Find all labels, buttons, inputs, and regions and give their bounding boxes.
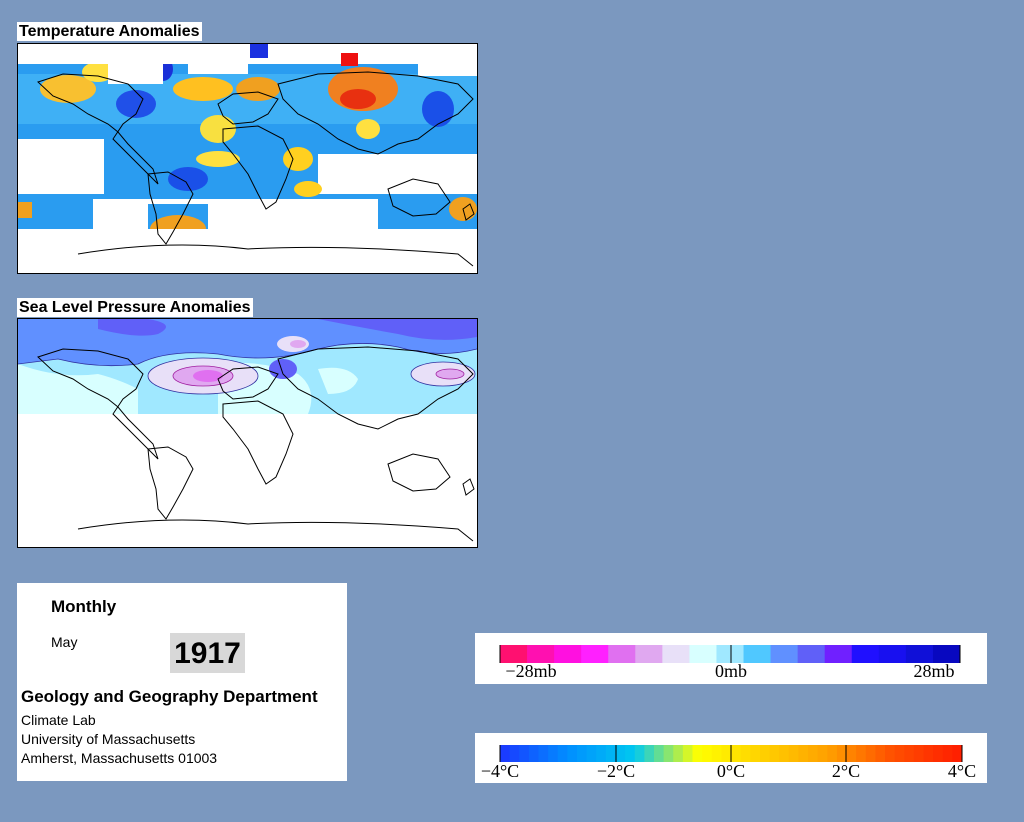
pressure-swatch-4 — [608, 645, 636, 663]
temperature-swatch-19 — [682, 745, 694, 762]
pressure-map-title: Sea Level Pressure Anomalies — [17, 298, 253, 317]
temperature-swatch-42 — [904, 745, 915, 762]
address-line: Amherst, Massachusetts 01003 — [21, 750, 218, 766]
temperature-swatch-29 — [779, 745, 790, 762]
temperature-swatch-9 — [586, 745, 597, 762]
pressure-color-legend: −28mb 0mb 28mb — [475, 633, 987, 684]
temperature-swatch-36 — [846, 745, 857, 762]
pressure-swatch-6 — [662, 645, 690, 663]
temperature-swatch-41 — [894, 745, 905, 762]
pressure-swatch-12 — [824, 645, 853, 663]
university-name: University of Massachusetts — [21, 731, 196, 747]
pressure-anomaly-map — [17, 318, 478, 548]
temperature-color-legend: −4°C −2°C 0°C 2°C 4°C — [475, 733, 987, 783]
pressure-swatch-0 — [500, 645, 528, 663]
temperature-swatch-23 — [721, 745, 732, 762]
temperature-tick-label-minus-2: −2°C — [597, 761, 635, 781]
temperature-swatch-46 — [942, 745, 953, 762]
temperature-swatch-22 — [711, 745, 722, 762]
temperature-swatch-13 — [625, 745, 636, 762]
temperature-tick-label-2: 2°C — [832, 761, 860, 781]
temperature-swatch-43 — [913, 745, 925, 762]
pressure-swatch-8 — [716, 645, 745, 663]
temperature-swatch-4 — [538, 745, 549, 762]
temperature-swatch-14 — [634, 745, 645, 762]
temperature-swatch-11 — [605, 745, 617, 762]
temperature-map-title: Temperature Anomalies — [17, 22, 202, 41]
temperature-swatch-35 — [836, 745, 848, 762]
pressure-swatch-16 — [932, 645, 961, 663]
pressure-swatch-9 — [743, 645, 772, 663]
temperature-swatch-15 — [644, 745, 655, 762]
temperature-swatch-44 — [923, 745, 934, 762]
temperature-swatch-33 — [817, 745, 828, 762]
pressure-swatch-3 — [581, 645, 609, 663]
department-name: Geology and Geography Department — [21, 687, 318, 706]
pressure-swatch-15 — [905, 645, 934, 663]
temperature-swatch-40 — [885, 745, 896, 762]
temperature-swatch-26 — [750, 745, 761, 762]
temperature-swatch-27 — [759, 745, 771, 762]
pressure-swatch-2 — [554, 645, 582, 663]
temperature-color-scale — [499, 745, 963, 762]
temperature-swatch-20 — [692, 745, 703, 762]
temperature-swatch-32 — [808, 745, 819, 762]
temperature-swatch-37 — [856, 745, 867, 762]
temperature-swatch-34 — [827, 745, 838, 762]
pressure-color-scale — [499, 645, 961, 663]
pressure-tick-label-zero: 0mb — [715, 661, 747, 681]
pressure-swatch-10 — [770, 645, 799, 663]
pressure-tick-label-max: 28mb — [913, 661, 954, 681]
temperature-swatch-17 — [663, 745, 674, 762]
pressure-anomaly-field — [18, 319, 477, 414]
temperature-swatch-6 — [557, 745, 568, 762]
temperature-swatch-47 — [952, 745, 963, 762]
temperature-swatch-25 — [740, 745, 751, 762]
pressure-swatch-11 — [797, 645, 826, 663]
temperature-swatch-30 — [788, 745, 799, 762]
temperature-swatch-45 — [933, 745, 944, 762]
temperature-swatch-38 — [865, 745, 876, 762]
temperature-swatch-0 — [500, 745, 511, 762]
temperature-swatch-39 — [875, 745, 886, 762]
temperature-tick-label-minus-4: −4°C — [481, 761, 519, 781]
coastline-outlines — [37, 71, 475, 267]
temperature-swatch-2 — [519, 745, 530, 762]
year-display: 1917 — [170, 633, 245, 673]
temperature-swatch-3 — [528, 745, 540, 762]
temperature-swatch-1 — [509, 745, 520, 762]
temperature-swatch-24 — [731, 745, 742, 762]
period-label: Monthly — [51, 597, 117, 616]
temperature-swatch-12 — [615, 745, 626, 762]
pressure-contour-lines — [18, 343, 477, 395]
lab-name: Climate Lab — [21, 712, 96, 728]
temperature-swatch-21 — [702, 745, 713, 762]
pressure-swatch-5 — [635, 645, 663, 663]
temperature-swatch-31 — [798, 745, 809, 762]
temperature-swatch-18 — [673, 745, 684, 762]
pressure-swatch-13 — [851, 645, 880, 663]
temperature-swatch-16 — [654, 745, 665, 762]
pressure-swatch-7 — [689, 645, 717, 663]
temperature-tick-label-zero: 0°C — [717, 761, 745, 781]
temperature-tick-label-4: 4°C — [948, 761, 976, 781]
coastline-outlines — [37, 346, 475, 542]
temperature-swatch-8 — [577, 745, 588, 762]
info-panel: Monthly May 1917 Geology and Geography D… — [17, 583, 347, 781]
temperature-swatch-28 — [769, 745, 780, 762]
temperature-swatch-10 — [596, 745, 607, 762]
pressure-swatch-1 — [527, 645, 555, 663]
pressure-swatch-14 — [878, 645, 907, 663]
temperature-swatch-7 — [567, 745, 578, 762]
month-label: May — [51, 634, 78, 650]
temperature-anomaly-field — [18, 44, 477, 273]
temperature-swatch-5 — [548, 745, 559, 762]
pressure-tick-label-min: −28mb — [505, 661, 556, 681]
temperature-anomaly-map — [17, 43, 478, 274]
